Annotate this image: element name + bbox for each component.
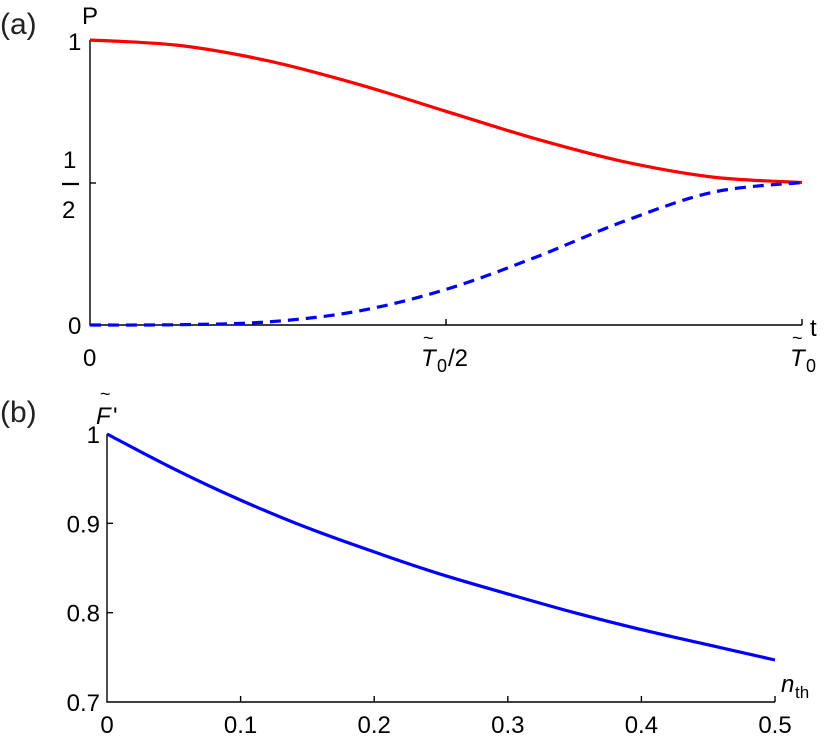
- panel-a-xtick-label-full: T ~ 0: [790, 328, 816, 376]
- panel-a-ytick-label-0: 0: [68, 313, 81, 340]
- panel-a-solid-red-curve: [89, 38, 803, 185]
- svg-text:': ': [113, 403, 118, 430]
- svg-text:F: F: [96, 403, 112, 430]
- panel-b-xtick-label: 0.5: [758, 712, 791, 736]
- panel-a-axes: [89, 40, 802, 326]
- svg-text:~: ~: [792, 328, 803, 348]
- svg-text:T: T: [790, 345, 807, 372]
- panel-b-xtick-label: 0.3: [491, 712, 524, 736]
- panel-b-fidelity-curve: [106, 432, 776, 662]
- svg-text:T: T: [421, 345, 438, 372]
- svg-text:0: 0: [806, 356, 816, 376]
- svg-text:n: n: [781, 671, 794, 698]
- panel-a-ytick-label-half-den: 2: [62, 197, 75, 224]
- panel-b-ytick-label: 0.9: [67, 511, 100, 538]
- panel-b-xtick-label: 0.1: [224, 712, 257, 736]
- panel-b-xtick-label: 0.2: [358, 712, 391, 736]
- panel-b-yticks: 1 0.9 0.8 0.7: [67, 422, 113, 717]
- panel-a-xtick-label-half: T ~ 0 /2: [421, 328, 468, 376]
- panel-b-xticks: 0 0.1 0.2 0.3 0.4 0.5: [100, 696, 792, 736]
- panel-b: (b) F ~ ' n th 10.90.80.7 0 0.1 0.2 0.3 0.4 0…: [0, 384, 809, 736]
- svg-text:/2: /2: [448, 345, 468, 372]
- panel-a-ylabel: P: [82, 3, 98, 30]
- panel-b-xtick-label: 0.4: [625, 712, 658, 736]
- svg-text:0: 0: [437, 356, 447, 376]
- panel-b-ylabel: F ~ ': [96, 384, 118, 430]
- panel-a-xtick-label-0: 0: [83, 345, 96, 372]
- svg-text:th: th: [795, 683, 809, 702]
- panel-b-xlabel: n th: [781, 671, 809, 702]
- panel-b-label: (b): [0, 396, 37, 429]
- panel-b-xtick-label: 0: [100, 712, 113, 736]
- panel-b-ytick-label: 0.8: [67, 601, 100, 628]
- svg-text:~: ~: [423, 328, 434, 348]
- panel-a-ytick-label-1: 1: [68, 29, 81, 56]
- svg-text:~: ~: [100, 384, 111, 404]
- panel-a-ytick-label-half-num: 1: [63, 147, 76, 174]
- panel-b-ytick-label: 0.7: [67, 690, 100, 717]
- panel-b-ytick-label: 1: [87, 422, 100, 449]
- panel-a-label: (a): [0, 8, 37, 41]
- panel-a: (a) P t 1 1 2 0 0 T ~ 0 /2 T ~ 0: [0, 3, 817, 376]
- panel-a-dashed-blue-curve: [89, 180, 803, 327]
- panel-b-axes: [106, 434, 775, 703]
- panel-a-xlabel: t: [810, 315, 817, 342]
